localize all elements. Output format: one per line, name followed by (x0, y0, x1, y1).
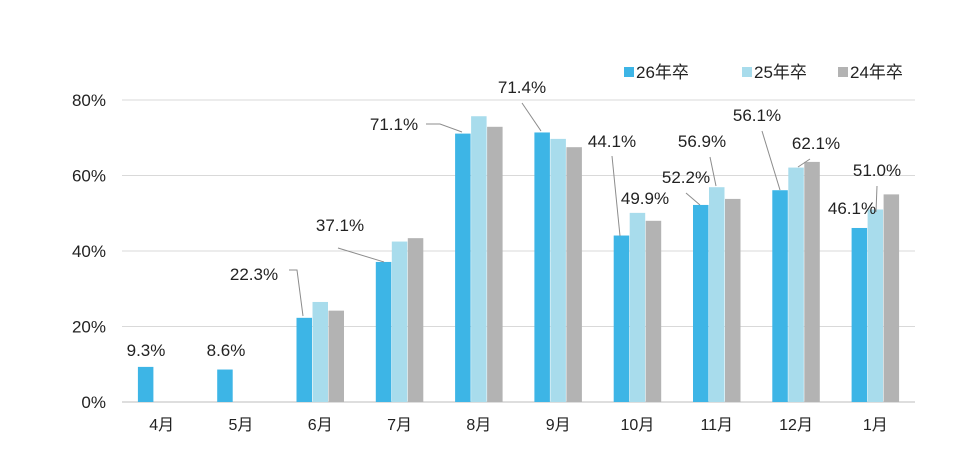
bar (534, 132, 550, 402)
bar (217, 369, 233, 402)
bar (851, 227, 868, 402)
data-label: 49.9% (621, 189, 669, 208)
label-leader-line (875, 185, 878, 213)
bar (645, 220, 662, 402)
bar (391, 241, 408, 402)
label-leader-line (289, 269, 304, 317)
data-label: 62.1% (792, 134, 840, 153)
data-label: 8.6% (207, 341, 246, 360)
label-leader-line (337, 247, 385, 263)
data-label: 56.9% (678, 132, 726, 151)
data-labels: 9.3% 8.6% 22.3% 37.1% 71.1% 71.4% 44.1% 49.9% 52… (127, 78, 901, 360)
bar (788, 167, 804, 402)
legend-label: 25年卒 (754, 63, 807, 82)
bar (328, 310, 344, 402)
label-leader-line (611, 155, 621, 237)
label-leader-line (709, 156, 717, 187)
bar (629, 212, 646, 402)
label-leader-line (426, 123, 463, 133)
bar (375, 261, 392, 402)
bar (312, 301, 328, 402)
bar (137, 366, 154, 402)
data-label: 56.1% (733, 106, 781, 125)
bar (487, 126, 503, 403)
legend-label: 26年卒 (636, 63, 689, 82)
data-label: 52.2% (662, 168, 710, 187)
bars (137, 116, 900, 403)
x-axis-categories: 4月 5月 6月 7月 8月 9月 10月 11月 12月 1月 (149, 417, 888, 434)
y-tick-label: 0% (81, 393, 106, 412)
bar (804, 161, 820, 402)
legend-swatch (838, 67, 848, 77)
legend-swatch (742, 67, 752, 77)
bar (709, 187, 725, 402)
bar (867, 209, 884, 402)
x-tick-label: 12月 (779, 417, 813, 434)
bar (455, 133, 471, 402)
bar (613, 235, 630, 402)
y-tick-label: 40% (72, 242, 106, 261)
label-leader-lines (289, 102, 878, 317)
x-tick-label: 1月 (863, 417, 888, 434)
bar (550, 138, 566, 402)
y-tick-label: 80% (72, 91, 106, 110)
bar (693, 204, 709, 402)
legend: 26年卒 25年卒 24年卒 (624, 63, 903, 82)
x-tick-label: 7月 (387, 417, 412, 434)
data-label: 46.1% (828, 199, 876, 218)
bar (407, 238, 424, 402)
bar (772, 190, 788, 402)
y-tick-label: 60% (72, 167, 106, 186)
bar (566, 147, 582, 402)
bar (471, 116, 487, 403)
y-tick-label: 20% (72, 318, 106, 337)
data-label: 51.0% (853, 161, 901, 180)
x-tick-label: 5月 (228, 417, 253, 434)
data-label: 71.1% (370, 115, 418, 134)
x-tick-label: 11月 (700, 417, 733, 434)
x-tick-label: 10月 (621, 417, 655, 434)
bar (883, 194, 900, 402)
data-label: 22.3% (230, 265, 278, 284)
y-axis-ticks: 0% 20% 40% 60% 80% (72, 91, 106, 412)
label-leader-line (685, 192, 701, 206)
label-leader-line (521, 102, 542, 132)
label-leader-line (761, 130, 781, 191)
legend-label: 24年卒 (850, 63, 903, 82)
data-label: 44.1% (588, 132, 636, 151)
bar (296, 317, 312, 402)
x-tick-label: 4月 (149, 417, 174, 434)
data-label: 37.1% (316, 216, 364, 235)
legend-swatch (624, 67, 634, 77)
data-label: 71.4% (498, 78, 546, 97)
x-tick-label: 9月 (546, 417, 571, 434)
x-tick-label: 6月 (308, 417, 333, 434)
data-label: 9.3% (127, 341, 166, 360)
x-tick-label: 8月 (466, 417, 491, 434)
bar (725, 198, 741, 402)
label-leader-line (797, 158, 811, 168)
